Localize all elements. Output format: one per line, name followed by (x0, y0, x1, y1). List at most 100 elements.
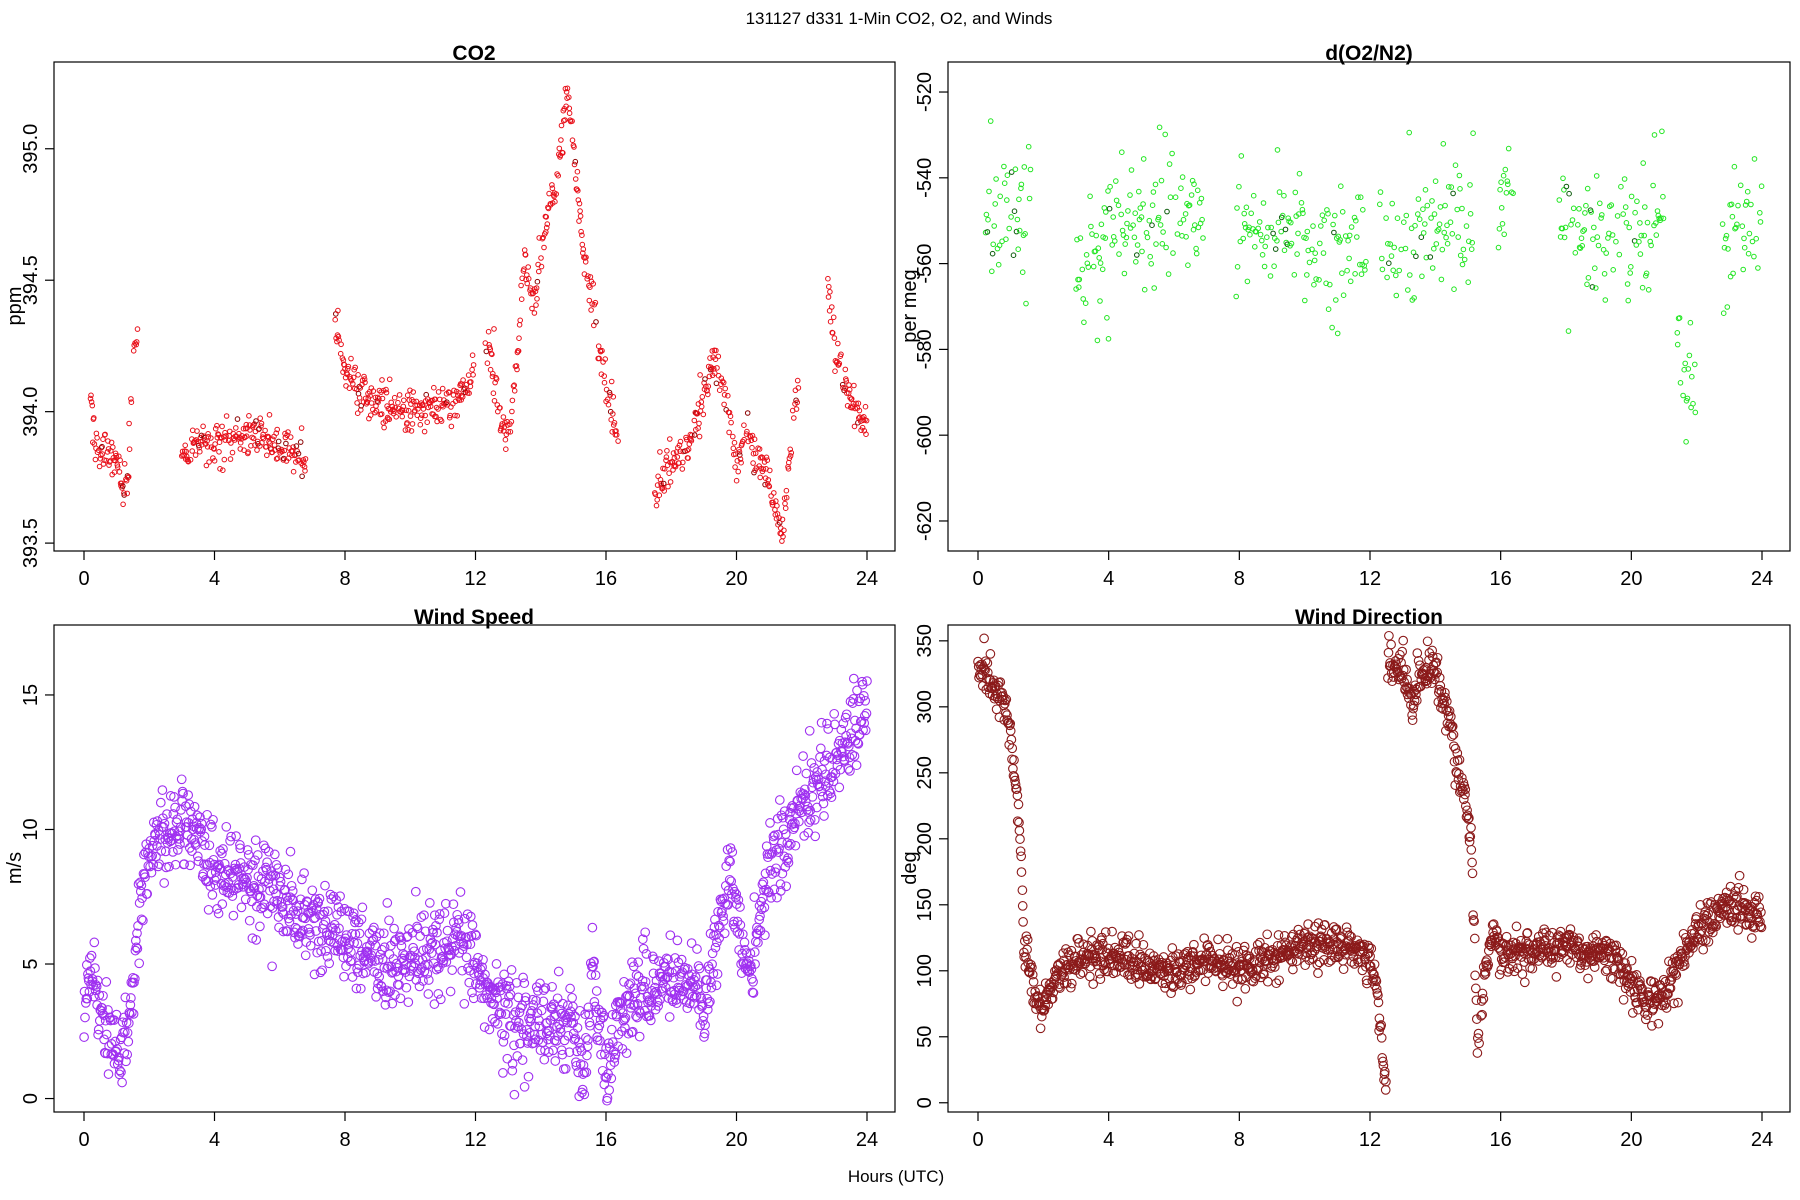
data-point (663, 454, 670, 460)
data-point (211, 873, 222, 883)
data-point (1167, 194, 1174, 200)
data-point (1134, 242, 1141, 248)
data-point (1470, 130, 1476, 136)
data-point (345, 956, 356, 967)
data-point (1365, 951, 1375, 962)
data-point (1306, 949, 1317, 960)
data-point (1116, 251, 1122, 257)
y-tick-label: 394.5 (20, 255, 42, 305)
data-point (998, 691, 1009, 701)
data-point (1313, 276, 1319, 282)
data-point (1106, 205, 1113, 212)
data-point (690, 981, 701, 992)
data-point (1469, 239, 1475, 246)
data-point (757, 879, 768, 890)
data-point (408, 428, 415, 434)
data-point (286, 880, 297, 891)
data-point (800, 784, 810, 795)
data-point (361, 376, 368, 382)
data-point (1359, 939, 1370, 950)
data-point (1468, 910, 1478, 920)
data-point (226, 831, 236, 842)
data-point (1250, 192, 1257, 199)
data-point (1470, 983, 1481, 994)
data-point (321, 945, 331, 956)
data-point (1381, 1076, 1391, 1087)
data-point (1423, 254, 1430, 261)
data-point (633, 957, 644, 968)
data-point (491, 398, 498, 404)
data-point (601, 379, 608, 386)
data-point (526, 1006, 537, 1016)
data-point (689, 432, 695, 439)
data-point (555, 1023, 566, 1034)
data-point (460, 377, 466, 383)
data-point (1330, 924, 1341, 935)
data-point (613, 428, 619, 434)
data-point (1510, 190, 1516, 197)
data-point (125, 1000, 136, 1010)
data-point (1006, 225, 1013, 232)
data-point (102, 431, 108, 438)
data-point (979, 633, 989, 644)
data-point (843, 378, 850, 384)
data-point (851, 382, 857, 389)
data-point (829, 304, 835, 310)
data-point (1009, 755, 1019, 765)
data-point (461, 952, 472, 963)
data-point (94, 990, 105, 1001)
data-point (1683, 439, 1689, 445)
data-point (779, 516, 786, 523)
data-point (1435, 226, 1442, 233)
data-point (1680, 392, 1686, 399)
data-point (1753, 892, 1764, 902)
data-point (199, 441, 205, 448)
data-point (248, 443, 254, 449)
data-point (821, 769, 831, 780)
data-point (389, 936, 400, 947)
data-point (564, 1047, 575, 1058)
data-point (1690, 400, 1696, 407)
data-point (1113, 197, 1120, 204)
data-point (1540, 940, 1551, 951)
data-point (227, 456, 234, 462)
data-point (571, 161, 578, 168)
data-point (103, 457, 109, 464)
data-point (447, 965, 458, 975)
data-point (696, 420, 702, 427)
data-point (515, 1003, 526, 1013)
data-point (1603, 250, 1609, 256)
data-point (1073, 933, 1083, 944)
data-point (368, 400, 375, 406)
data-point (587, 922, 598, 933)
data-point (993, 176, 999, 182)
data-point (227, 891, 238, 901)
data-point (1118, 937, 1129, 948)
data-point (395, 399, 401, 406)
data-point (1316, 277, 1322, 283)
data-point (541, 244, 547, 251)
data-point (557, 1049, 568, 1060)
data-point (335, 891, 345, 902)
data-point (1420, 230, 1427, 236)
data-point (615, 438, 621, 444)
data-point (986, 188, 992, 195)
data-point (243, 421, 250, 428)
data-point (1625, 297, 1631, 304)
data-point (1379, 266, 1386, 273)
data-point (448, 899, 459, 910)
data-point (354, 400, 360, 406)
data-point (1620, 211, 1626, 217)
data-point (1079, 959, 1090, 969)
data-point (125, 474, 131, 481)
data-point (1529, 954, 1539, 964)
data-point (718, 916, 729, 926)
data-point (1256, 219, 1263, 225)
data-point (223, 413, 230, 419)
data-point (524, 1027, 535, 1038)
data-point (445, 986, 456, 997)
data-point (385, 986, 395, 997)
data-point (1476, 1010, 1486, 1021)
data-point (373, 978, 383, 989)
data-point (264, 452, 270, 459)
